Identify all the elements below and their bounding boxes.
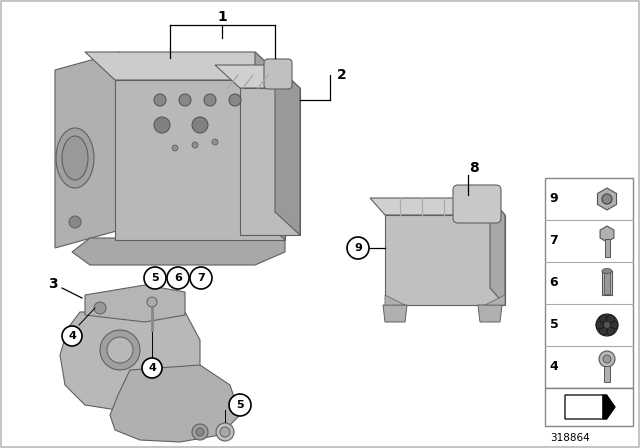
Circle shape xyxy=(604,322,611,328)
Circle shape xyxy=(192,117,208,133)
Circle shape xyxy=(229,394,251,416)
Circle shape xyxy=(229,94,241,106)
FancyBboxPatch shape xyxy=(605,239,609,257)
FancyBboxPatch shape xyxy=(604,272,610,294)
Ellipse shape xyxy=(56,128,94,188)
Polygon shape xyxy=(600,226,614,242)
Circle shape xyxy=(144,267,166,289)
Circle shape xyxy=(347,237,369,259)
Polygon shape xyxy=(110,365,240,442)
Text: 5: 5 xyxy=(151,273,159,283)
Circle shape xyxy=(610,321,618,329)
Text: 4: 4 xyxy=(68,331,76,341)
Circle shape xyxy=(599,351,615,367)
Circle shape xyxy=(100,330,140,370)
Polygon shape xyxy=(485,295,505,305)
FancyBboxPatch shape xyxy=(604,366,610,382)
Polygon shape xyxy=(598,188,616,210)
Circle shape xyxy=(603,355,611,363)
Circle shape xyxy=(216,423,234,441)
Ellipse shape xyxy=(62,136,88,180)
Circle shape xyxy=(69,216,81,228)
Polygon shape xyxy=(565,395,615,419)
FancyBboxPatch shape xyxy=(545,178,633,388)
Text: 6: 6 xyxy=(174,273,182,283)
Text: 7: 7 xyxy=(197,273,205,283)
Circle shape xyxy=(154,94,166,106)
Polygon shape xyxy=(385,215,505,305)
Text: 5: 5 xyxy=(236,400,244,410)
Circle shape xyxy=(607,327,614,335)
FancyBboxPatch shape xyxy=(545,388,633,426)
Circle shape xyxy=(94,302,106,314)
Polygon shape xyxy=(115,80,285,240)
FancyBboxPatch shape xyxy=(264,59,292,89)
Text: 3: 3 xyxy=(48,277,58,291)
Circle shape xyxy=(596,321,604,329)
Polygon shape xyxy=(478,305,502,322)
Polygon shape xyxy=(385,295,405,305)
Polygon shape xyxy=(255,52,285,240)
Circle shape xyxy=(154,117,170,133)
Polygon shape xyxy=(240,88,300,235)
Circle shape xyxy=(600,315,607,323)
FancyBboxPatch shape xyxy=(453,185,501,223)
Circle shape xyxy=(220,427,230,437)
Circle shape xyxy=(62,326,82,346)
Text: 6: 6 xyxy=(550,276,558,289)
Polygon shape xyxy=(85,52,285,80)
Circle shape xyxy=(607,315,614,323)
Circle shape xyxy=(192,142,198,148)
Circle shape xyxy=(196,428,204,436)
Circle shape xyxy=(602,194,612,204)
Circle shape xyxy=(172,145,178,151)
Circle shape xyxy=(192,424,208,440)
Text: 9: 9 xyxy=(550,193,558,206)
Text: 4: 4 xyxy=(550,361,558,374)
Text: 1: 1 xyxy=(217,10,227,24)
Ellipse shape xyxy=(602,268,612,273)
Polygon shape xyxy=(275,65,300,235)
Polygon shape xyxy=(85,285,185,322)
Polygon shape xyxy=(603,395,615,419)
Circle shape xyxy=(190,267,212,289)
Polygon shape xyxy=(370,198,505,215)
Polygon shape xyxy=(490,198,505,305)
Text: 9: 9 xyxy=(354,243,362,253)
Text: 318864: 318864 xyxy=(550,433,590,443)
Text: 8: 8 xyxy=(469,161,479,175)
Polygon shape xyxy=(215,65,300,88)
Circle shape xyxy=(142,358,162,378)
Polygon shape xyxy=(55,52,120,248)
Text: 5: 5 xyxy=(550,319,558,332)
Circle shape xyxy=(204,94,216,106)
Circle shape xyxy=(107,337,133,363)
Text: 7: 7 xyxy=(550,234,558,247)
Circle shape xyxy=(167,267,189,289)
Circle shape xyxy=(179,94,191,106)
Circle shape xyxy=(147,297,157,307)
Text: 4: 4 xyxy=(148,363,156,373)
Circle shape xyxy=(212,139,218,145)
Circle shape xyxy=(596,314,618,336)
FancyBboxPatch shape xyxy=(602,271,612,295)
Polygon shape xyxy=(72,238,285,265)
Text: 2: 2 xyxy=(337,68,347,82)
Polygon shape xyxy=(60,312,200,412)
Circle shape xyxy=(600,327,607,335)
Polygon shape xyxy=(383,305,407,322)
